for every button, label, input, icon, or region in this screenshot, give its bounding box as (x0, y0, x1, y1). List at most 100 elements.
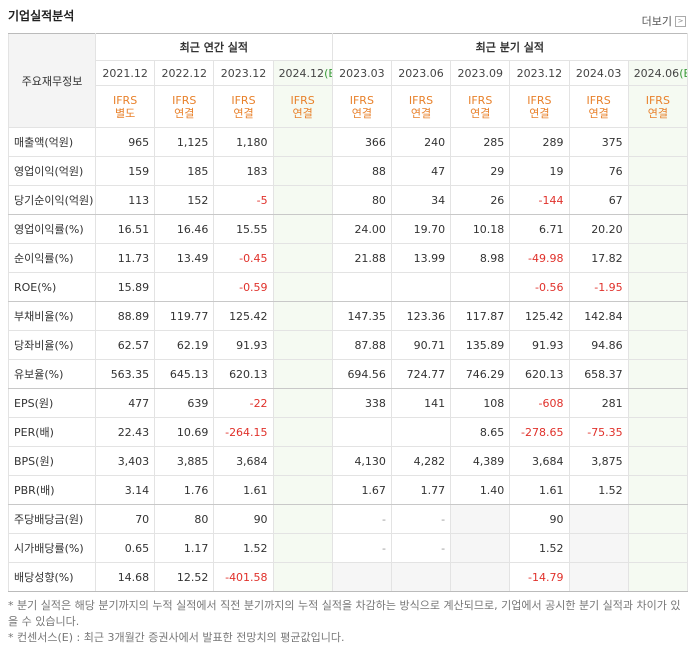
data-row: PBR(배) 3.14 1.76 1.61 1.67 1.77 1.40 1.61 1.52 (8, 475, 689, 505)
empty-cell (272, 156, 333, 186)
column-standard: IFRS 연결 (154, 85, 215, 128)
value-cell: - (331, 504, 392, 534)
value-cell: 29 (450, 156, 511, 186)
value-cell: 20.20 (568, 214, 629, 244)
value-cell: 4,130 (331, 446, 392, 476)
basis: 연결 (292, 106, 313, 120)
value-cell: -22 (213, 388, 274, 418)
value-cell: 1.76 (154, 475, 215, 505)
row-label: 유보율(%) (8, 359, 96, 389)
basis: 연결 (529, 106, 550, 120)
value-cell: 22.43 (94, 417, 156, 447)
value-cell: 3,684 (213, 446, 274, 476)
data-row: 당기순이익(억원) 113 152 -5 80 34 26 -144 67 (8, 185, 689, 215)
empty-cell (154, 272, 215, 302)
more-label[interactable]: 더보기 (641, 15, 672, 28)
value-cell: 34 (390, 185, 452, 215)
value-cell: 123.36 (390, 301, 452, 331)
basis: 연결 (410, 106, 432, 120)
value-cell: -608 (509, 388, 570, 418)
value-cell: 113 (94, 185, 156, 215)
estimate-tag: (E) (324, 66, 331, 80)
value-cell: 13.49 (154, 243, 215, 273)
data-row: 순이익률(%) 11.73 13.49 -0.45 21.88 13.99 8.98 -49.… (8, 243, 689, 273)
value-cell: 135.89 (450, 330, 511, 360)
row-label: 순이익률(%) (8, 243, 96, 273)
row-label: 당좌비율(%) (8, 330, 96, 360)
value-cell: -14.79 (509, 562, 570, 592)
empty-cell (627, 156, 689, 186)
empty-cell (331, 272, 392, 302)
empty-cell (627, 475, 689, 505)
table-body: 매출액(억원) 965 1,125 1,180 366 240 285 289 375 영업이익(… (8, 127, 689, 592)
value-cell: 694.56 (331, 359, 392, 389)
value-cell: 147.35 (331, 301, 392, 331)
value-cell: 76 (568, 156, 629, 186)
basis: 연결 (647, 106, 668, 120)
value-cell: 117.87 (450, 301, 511, 331)
empty-cell (272, 243, 333, 273)
row-label: BPS(원) (8, 446, 96, 476)
value-cell: 6.71 (509, 214, 570, 244)
value-cell: 70 (94, 504, 156, 534)
column-date: 2024.03 (568, 60, 629, 86)
value-cell: 15.55 (213, 214, 274, 244)
column-standard: IFRS 연결 (390, 85, 452, 128)
column-date: 2023.09 (450, 60, 511, 86)
standard: IFRS (172, 93, 197, 107)
value-cell: 80 (154, 504, 215, 534)
column-standard: IFRS 별도 (94, 85, 156, 128)
standard: IFRS (527, 93, 552, 107)
value-cell: 375 (568, 127, 629, 157)
note: * 컨센서스(E) : 최근 3개월간 증권사에서 발표한 전망치의 평균값입니… (8, 631, 345, 644)
empty-cell (390, 272, 452, 302)
data-row: 시가배당률(%) 0.65 1.17 1.52- -1.52 (8, 533, 689, 563)
column-standard: IFRS 연결 (213, 85, 274, 128)
value-cell: 91.93 (213, 330, 274, 360)
more-icon[interactable]: > (675, 15, 686, 27)
basis: 연결 (588, 106, 609, 120)
value-cell: - (390, 533, 452, 563)
empty-cell (331, 562, 392, 592)
standard: IFRS (408, 93, 434, 107)
note: * 분기 실적은 해당 분기까지의 누적 실적에서 직전 분기까지의 누적 실적… (8, 599, 681, 628)
empty-cell (272, 475, 333, 505)
value-cell: -1.95 (568, 272, 629, 302)
empty-cell (627, 388, 689, 418)
value-cell: 152 (154, 185, 215, 215)
basis: 연결 (233, 106, 254, 120)
value-cell: 4,282 (390, 446, 452, 476)
empty-cell (568, 562, 629, 592)
value-cell: 16.51 (94, 214, 156, 244)
empty-cell (568, 533, 629, 563)
value-cell: -5 (213, 185, 274, 215)
value-cell: 8.65 (450, 417, 511, 447)
group-header: 최근 분기 실적 (331, 33, 689, 61)
date: 2022.12 (161, 66, 208, 80)
more-button[interactable]: 더보기 > (642, 13, 686, 29)
value-cell: 563.35 (94, 359, 156, 389)
value-cell: 159 (94, 156, 156, 186)
column-date: 2023.06 (390, 60, 452, 86)
column-standard: IFRS 연결 (509, 85, 570, 128)
empty-cell (627, 272, 689, 302)
date: 2023.12 (220, 66, 267, 80)
data-row: 영업이익(억원) 159 185 183 88 47 29 19 76 (8, 156, 689, 186)
value-cell: -401.58 (213, 562, 274, 592)
row-label: 매출액(억원) (8, 127, 96, 157)
date: 2023.09 (457, 66, 503, 80)
data-row: 부채비율(%) 88.89 119.77 125.42 147.35 123.36 117.… (8, 301, 689, 331)
estimate-tag: (E) (679, 66, 686, 80)
value-cell: 240 (390, 127, 452, 157)
value-cell: -0.59 (213, 272, 274, 302)
value-cell: 10.69 (154, 417, 215, 447)
empty-cell (627, 446, 689, 476)
value-cell: 24.00 (331, 214, 392, 244)
row-label: ROE(%) (8, 272, 96, 302)
value-cell: 119.77 (154, 301, 215, 331)
value-cell: 11.73 (94, 243, 156, 273)
empty-cell (450, 533, 511, 563)
data-row: PER(배) 22.43 10.69 -264.15 8.65 -278.65 -75.35 (8, 417, 689, 447)
row-label: 영업이익률(%) (8, 214, 96, 244)
value-cell: 1.52 (568, 475, 629, 505)
